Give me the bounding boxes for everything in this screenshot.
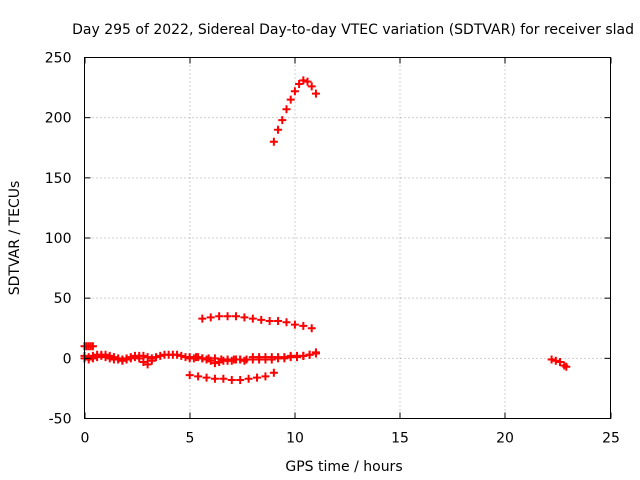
data-point xyxy=(122,355,131,364)
data-point xyxy=(547,355,556,364)
x-tick-label: 0 xyxy=(81,431,90,447)
x-tick-label: 10 xyxy=(286,431,304,447)
data-point xyxy=(562,362,571,371)
y-axis-label: SDTVAR / TECUs xyxy=(7,181,23,296)
data-point xyxy=(210,374,219,383)
data-point xyxy=(551,356,560,365)
data-point xyxy=(130,353,139,362)
y-tick-label: 150 xyxy=(45,171,72,187)
data-point xyxy=(290,320,299,329)
data-point xyxy=(88,342,97,351)
data-point xyxy=(210,354,219,363)
data-marks xyxy=(80,76,571,384)
data-point xyxy=(143,353,152,362)
data-point xyxy=(303,77,312,86)
data-point xyxy=(280,353,289,362)
chart-title: Day 295 of 2022, Sidereal Day-to-day VTE… xyxy=(72,22,634,38)
data-point xyxy=(278,116,287,125)
data-point xyxy=(139,351,148,360)
data-point xyxy=(299,321,308,330)
data-point xyxy=(192,353,201,362)
data-point xyxy=(101,353,110,362)
data-point xyxy=(269,137,278,146)
data-point xyxy=(219,374,228,383)
y-tick-label: 0 xyxy=(63,351,72,367)
data-point xyxy=(227,375,236,384)
data-point xyxy=(295,79,304,88)
data-point xyxy=(311,89,320,98)
data-series xyxy=(185,368,278,384)
data-point xyxy=(143,360,152,369)
data-point xyxy=(274,125,283,134)
data-point xyxy=(84,355,93,364)
y-tick-label: 100 xyxy=(45,231,72,247)
data-point xyxy=(173,350,182,359)
data-point xyxy=(290,87,299,96)
data-point xyxy=(257,315,266,324)
data-series xyxy=(80,342,97,351)
data-point xyxy=(282,318,291,327)
data-point xyxy=(152,353,161,362)
data-point xyxy=(114,355,123,364)
data-point xyxy=(156,351,165,360)
data-point xyxy=(215,312,224,321)
data-series xyxy=(547,355,571,371)
data-point xyxy=(556,357,565,366)
y-tick-label: 50 xyxy=(54,291,72,307)
data-point xyxy=(282,105,291,114)
data-point xyxy=(118,356,127,365)
y-tick-label: -50 xyxy=(49,412,72,428)
plot-frame xyxy=(84,57,611,419)
data-point xyxy=(206,313,215,322)
data-series xyxy=(248,348,320,362)
data-point xyxy=(198,314,207,323)
x-tick-label: 5 xyxy=(186,431,195,447)
axis-ticks: 0 5 10 15 20 25 -50 0 50 100 150 200 250 xyxy=(45,51,620,447)
data-series xyxy=(269,76,320,146)
y-tick-label: 250 xyxy=(45,51,72,67)
data-point xyxy=(93,353,102,362)
data-point xyxy=(177,351,186,360)
data-point xyxy=(253,373,262,382)
data-series xyxy=(80,351,156,365)
data-point xyxy=(194,372,203,381)
y-tick-label: 200 xyxy=(45,111,72,127)
data-point xyxy=(97,351,106,360)
x-axis-label: GPS time / hours xyxy=(285,459,402,475)
data-point xyxy=(286,95,295,104)
data-point xyxy=(223,312,232,321)
x-tick-label: 20 xyxy=(496,431,514,447)
data-point xyxy=(185,371,194,380)
data-point xyxy=(261,372,270,381)
data-point xyxy=(240,313,249,322)
data-point xyxy=(299,351,308,360)
data-point xyxy=(244,374,253,383)
data-point xyxy=(126,354,135,363)
data-point xyxy=(231,312,240,321)
data-point xyxy=(307,324,316,333)
data-point xyxy=(147,354,156,363)
data-point xyxy=(265,317,274,326)
data-point xyxy=(236,375,245,384)
data-point xyxy=(274,317,283,326)
data-point xyxy=(202,373,211,382)
data-point xyxy=(105,354,114,363)
grid-layer xyxy=(84,57,611,419)
x-tick-label: 15 xyxy=(391,431,409,447)
data-point xyxy=(269,368,278,377)
data-point xyxy=(248,314,257,323)
data-series xyxy=(198,312,316,333)
data-point xyxy=(311,348,320,357)
x-tick-label: 25 xyxy=(602,431,620,447)
data-point xyxy=(305,350,314,359)
data-point xyxy=(299,76,308,85)
data-point xyxy=(307,82,316,91)
